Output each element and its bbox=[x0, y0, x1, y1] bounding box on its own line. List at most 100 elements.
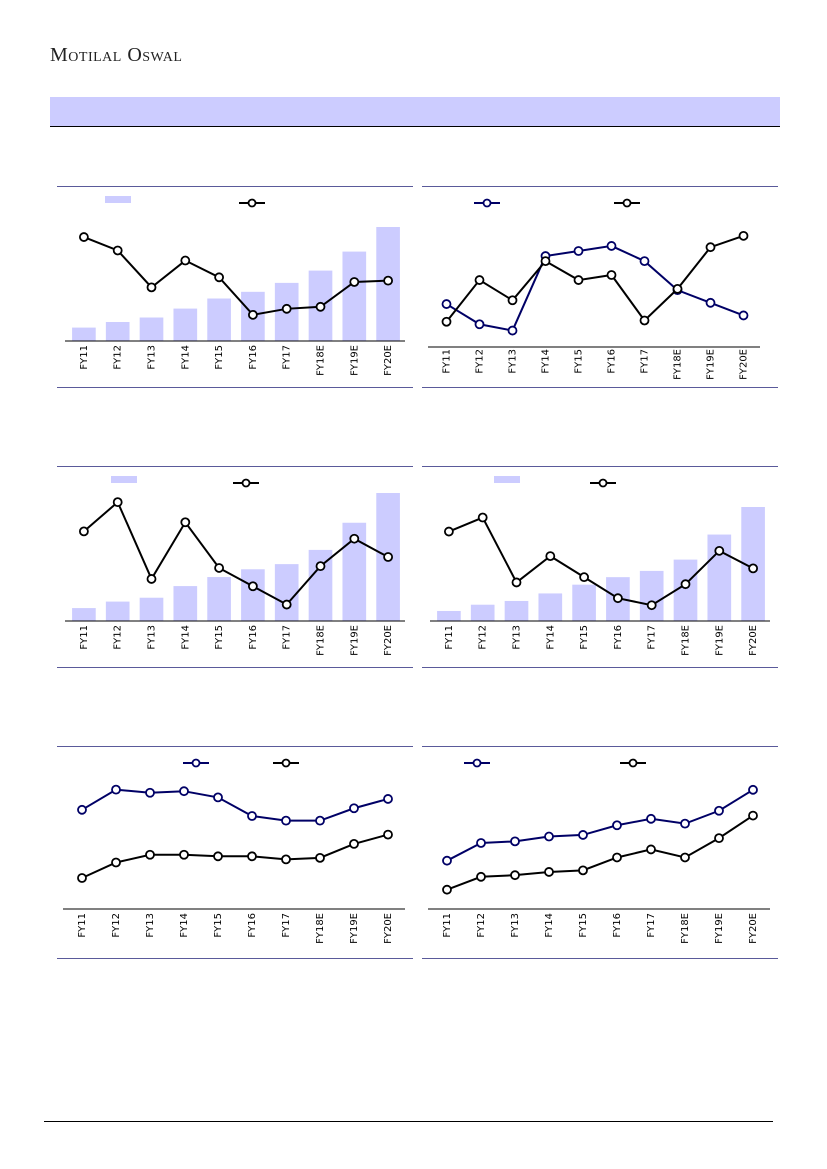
x-tick-label: FY13 bbox=[147, 345, 158, 370]
footer-rule bbox=[44, 1121, 773, 1122]
legend-marker-2 bbox=[239, 198, 265, 208]
point-2-FY15 bbox=[573, 275, 584, 285]
point-2-FY15 bbox=[213, 851, 223, 862]
x-tick-label: FY19E bbox=[714, 913, 725, 944]
point-2-FY20E bbox=[738, 230, 749, 241]
point-2-FY20E bbox=[383, 275, 394, 286]
point-1-FY12 bbox=[111, 784, 121, 795]
point-1-FY18E bbox=[315, 815, 325, 826]
point-1-FY15 bbox=[573, 246, 584, 256]
point-2-FY13 bbox=[145, 849, 155, 860]
x-tick-label: FY17 bbox=[281, 913, 292, 938]
point-2-FY11 bbox=[78, 526, 89, 537]
point-2-FY12 bbox=[476, 871, 486, 882]
point-2-FY17 bbox=[646, 844, 656, 855]
point-2-FY19E bbox=[705, 242, 716, 253]
x-tick-label: FY17 bbox=[640, 349, 651, 374]
point-1-FY19E bbox=[705, 297, 716, 308]
point-2-FY11 bbox=[78, 232, 89, 242]
point-1-FY20E bbox=[748, 784, 758, 795]
brand-logo: Motilal Oswal bbox=[50, 44, 183, 66]
bar-FY12 bbox=[470, 604, 495, 621]
point-2-FY13 bbox=[146, 574, 157, 584]
x-tick-label: FY14 bbox=[544, 913, 555, 938]
point-1-FY12 bbox=[474, 319, 485, 330]
series-line-2 bbox=[83, 236, 389, 316]
x-tick-label: FY14 bbox=[179, 913, 190, 938]
point-2-FY16 bbox=[247, 851, 257, 862]
point-2-FY16 bbox=[606, 270, 617, 280]
bar-FY14 bbox=[173, 308, 198, 341]
x-tick-label: FY13 bbox=[508, 349, 519, 374]
legend-marker-2 bbox=[620, 758, 646, 768]
x-tick-label: FY20E bbox=[383, 625, 394, 656]
point-1-FY12 bbox=[476, 838, 486, 848]
section-banner bbox=[50, 97, 780, 126]
x-tick-label: FY13 bbox=[145, 913, 156, 938]
point-1-FY17 bbox=[639, 256, 650, 267]
x-tick-label: FY18E bbox=[673, 349, 684, 380]
x-tick-label: FY12 bbox=[476, 913, 487, 938]
x-tick-label: FY20E bbox=[739, 349, 750, 380]
chart-svg: FY11 FY12 FY13 FY14 FY15 FY16 FY17 FY18E FY19E FY… bbox=[65, 196, 405, 376]
x-tick-label: FY14 bbox=[180, 345, 191, 370]
x-tick-label: FY15 bbox=[214, 345, 225, 370]
banner-rule bbox=[50, 126, 780, 127]
point-1-FY14 bbox=[544, 831, 554, 842]
bar-FY15 bbox=[572, 584, 596, 621]
point-2-FY11 bbox=[442, 884, 452, 895]
x-tick-label: FY20E bbox=[383, 345, 394, 376]
point-1-FY16 bbox=[612, 820, 622, 831]
point-1-FY11 bbox=[442, 855, 452, 866]
series-line-2 bbox=[446, 814, 754, 891]
x-tick-label: FY16 bbox=[612, 913, 623, 938]
point-2-FY12 bbox=[477, 512, 488, 523]
point-1-FY15 bbox=[213, 792, 223, 803]
bar-FY15 bbox=[207, 577, 231, 621]
bar-FY17 bbox=[639, 570, 664, 621]
chart-svg: FY11 FY12 FY13 FY14 FY15 FY16 FY17 FY18E FY19E FY… bbox=[65, 476, 405, 656]
bar-FY11 bbox=[437, 610, 461, 621]
point-2-FY19E bbox=[714, 545, 725, 556]
point-2-FY17 bbox=[639, 315, 650, 326]
legend-marker-1 bbox=[105, 196, 131, 203]
point-1-FY13 bbox=[510, 836, 520, 847]
point-2-FY14 bbox=[545, 551, 556, 562]
series-line-1 bbox=[81, 788, 389, 822]
bar-FY19E bbox=[342, 522, 367, 621]
point-2-FY12 bbox=[474, 275, 485, 285]
x-tick-label: FY13 bbox=[512, 625, 523, 650]
series-line-2 bbox=[445, 234, 744, 323]
bar-FY13 bbox=[139, 317, 164, 341]
x-tick-label: FY12 bbox=[111, 913, 122, 938]
bar-FY19E bbox=[342, 251, 367, 341]
point-2-FY18E bbox=[680, 579, 691, 590]
legend-marker-2 bbox=[233, 478, 259, 488]
series-line-2 bbox=[81, 833, 389, 879]
point-1-FY18E bbox=[680, 818, 690, 829]
point-1-FY13 bbox=[145, 787, 155, 798]
point-2-FY15 bbox=[578, 865, 588, 876]
point-2-FY11 bbox=[443, 526, 454, 537]
point-1-FY16 bbox=[606, 241, 617, 251]
x-tick-label: FY15 bbox=[213, 913, 224, 938]
x-tick-label: FY15 bbox=[574, 349, 585, 374]
x-tick-label: FY11 bbox=[444, 625, 455, 650]
bar-FY18E bbox=[308, 549, 333, 621]
point-2-FY15 bbox=[214, 563, 225, 573]
legend-marker-2 bbox=[590, 478, 616, 488]
bar-FY13 bbox=[504, 600, 529, 621]
x-tick-label: FY16 bbox=[613, 625, 624, 650]
chart-svg: FY11 FY12 FY13 FY14 FY15 FY16 FY17 FY18E FY19E FY… bbox=[63, 758, 405, 944]
bar-FY14 bbox=[173, 586, 198, 621]
point-1-FY11 bbox=[441, 299, 452, 309]
x-tick-label: FY19E bbox=[349, 913, 360, 944]
x-tick-label: FY18E bbox=[681, 625, 692, 656]
x-tick-label: FY14 bbox=[545, 625, 556, 650]
chart-1: FY11 FY12 FY13 FY14 FY15 FY16 FY17 FY18E FY19E FY… bbox=[57, 186, 413, 388]
x-tick-label: FY14 bbox=[180, 625, 191, 650]
point-1-FY20E bbox=[383, 794, 393, 804]
x-tick-label: FY19E bbox=[349, 625, 360, 656]
point-2-FY19E bbox=[349, 533, 360, 544]
point-2-FY11 bbox=[77, 873, 87, 883]
